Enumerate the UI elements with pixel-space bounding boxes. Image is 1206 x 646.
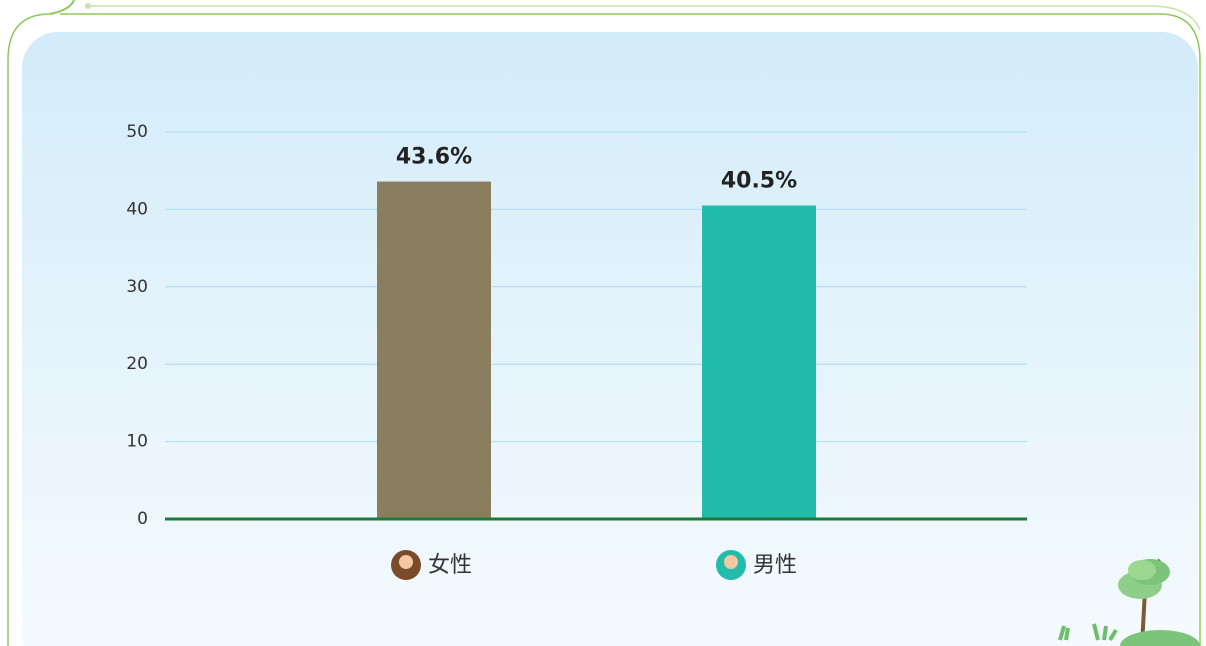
value-label: 40.5%: [721, 169, 797, 194]
avatar-face: [724, 555, 738, 569]
y-tick-label: 10: [126, 432, 148, 452]
y-tick-label: 30: [126, 277, 148, 297]
y-tick-label: 0: [137, 509, 148, 529]
panel: [22, 32, 1198, 646]
chart: 0 10 20 30 40 50 43.6% 女性 40.5% 男性: [0, 0, 1206, 646]
page: {"chart_data": {"type": "bar", "categori…: [0, 0, 1206, 646]
y-tick-label: 40: [126, 199, 148, 219]
value-label: 43.6%: [396, 145, 472, 170]
avatar-face: [399, 555, 413, 569]
x-tick-label: 男性: [753, 553, 797, 578]
deco-leaf: [50, 0, 74, 14]
deco-dot: [85, 3, 91, 9]
y-tick-label: 20: [126, 354, 148, 374]
y-tick-label: 50: [126, 122, 148, 142]
bar: [702, 206, 816, 519]
deco-line: [88, 6, 1200, 30]
x-tick-label: 女性: [428, 553, 472, 578]
bar: [377, 182, 491, 519]
